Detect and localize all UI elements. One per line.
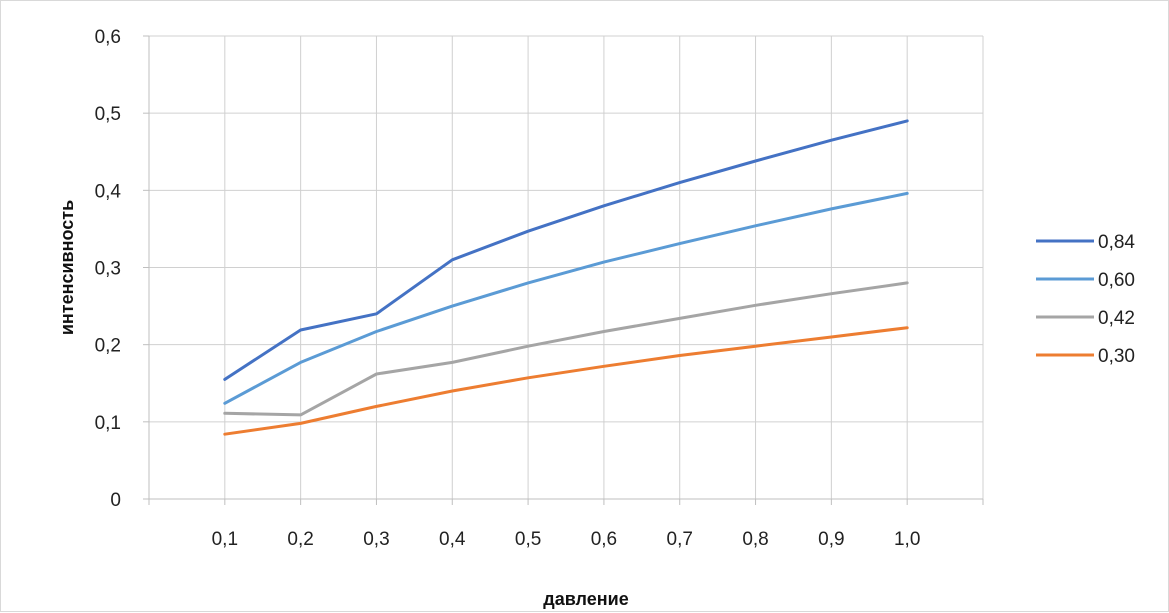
x-axis-label: давление xyxy=(543,589,628,609)
series-line xyxy=(223,281,909,417)
legend: 0,84 0,60 0,42 0,30 xyxy=(1036,232,1135,367)
x-tick-label: 0,1 xyxy=(212,529,238,550)
y-tick-label: 0,2 xyxy=(95,336,121,357)
y-tick-label: 0,4 xyxy=(95,181,122,202)
x-tick-label: 0,6 xyxy=(591,529,617,550)
x-tick-label: 1,0 xyxy=(894,529,920,550)
y-axis-label: интенсивность xyxy=(57,200,77,335)
series-line xyxy=(223,191,909,405)
x-tick-label: 0,3 xyxy=(363,529,389,550)
y-tick-label: 0,6 xyxy=(95,27,121,48)
legend-label: 0,42 xyxy=(1098,308,1135,329)
series-line xyxy=(223,326,909,436)
legend-label: 0,84 xyxy=(1098,232,1135,253)
y-axis-ticks: 0 0,1 0,2 0,3 0,4 0,5 0,6 xyxy=(95,27,122,511)
grid-lines xyxy=(149,35,984,500)
y-tick-label: 0,3 xyxy=(95,259,121,280)
series-line xyxy=(223,119,909,381)
x-tick-label: 0,4 xyxy=(439,529,466,550)
x-tick-label: 0,5 xyxy=(515,529,541,550)
axes xyxy=(143,35,984,505)
x-tick-label: 0,9 xyxy=(818,529,844,550)
x-axis-ticks: 0,1 0,2 0,3 0,4 0,5 0,6 0,7 0,8 0,9 1,0 xyxy=(212,529,921,550)
y-tick-label: 0,5 xyxy=(95,104,121,125)
x-tick-label: 0,8 xyxy=(742,529,768,550)
x-tick-label: 0,7 xyxy=(667,529,693,550)
y-tick-label: 0,1 xyxy=(95,413,121,434)
x-tick-label: 0,2 xyxy=(287,529,313,550)
y-tick-label: 0 xyxy=(110,490,121,511)
series-lines xyxy=(223,119,909,436)
legend-label: 0,30 xyxy=(1098,346,1135,367)
legend-label: 0,60 xyxy=(1098,270,1135,291)
